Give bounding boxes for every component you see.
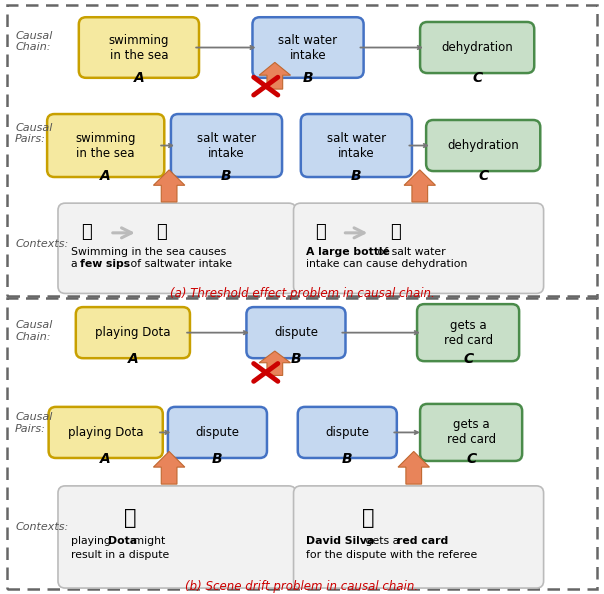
Text: C: C — [472, 71, 482, 86]
Text: ⚽: ⚽ — [362, 508, 374, 528]
Text: Causal
Pairs:: Causal Pairs: — [15, 412, 53, 434]
Text: salt water
intake: salt water intake — [197, 131, 256, 160]
Text: for the dispute with the referee: for the dispute with the referee — [306, 551, 478, 560]
Text: salt water
intake: salt water intake — [278, 33, 338, 62]
FancyBboxPatch shape — [294, 203, 544, 293]
Text: playing Dota: playing Dota — [95, 326, 170, 339]
FancyBboxPatch shape — [47, 114, 164, 177]
Text: dispute: dispute — [196, 426, 239, 439]
Polygon shape — [259, 62, 291, 89]
Text: Dota: Dota — [108, 536, 137, 545]
FancyBboxPatch shape — [252, 17, 364, 78]
Polygon shape — [153, 170, 185, 202]
Text: B: B — [351, 169, 362, 183]
Text: C: C — [466, 451, 476, 466]
Polygon shape — [404, 170, 435, 202]
Text: Contexts:: Contexts: — [15, 239, 68, 248]
Text: Causal
Pairs:: Causal Pairs: — [15, 123, 53, 144]
Text: dehydration: dehydration — [442, 41, 513, 54]
Text: A: A — [127, 352, 138, 366]
Text: David Silva: David Silva — [306, 536, 374, 545]
Polygon shape — [259, 351, 291, 375]
Text: (a) Threshold effect problem in causal chain.: (a) Threshold effect problem in causal c… — [170, 287, 434, 300]
Text: dispute: dispute — [326, 426, 369, 439]
Text: gets a: gets a — [362, 536, 402, 545]
FancyBboxPatch shape — [76, 307, 190, 358]
Text: B: B — [342, 451, 353, 466]
Text: C: C — [478, 169, 488, 183]
Text: a: a — [71, 260, 82, 269]
Text: might: might — [130, 536, 165, 545]
Text: A: A — [100, 169, 111, 183]
Text: salt water
intake: salt water intake — [327, 131, 386, 160]
FancyBboxPatch shape — [420, 22, 535, 73]
Text: 🎮: 🎮 — [124, 508, 136, 528]
Text: Contexts:: Contexts: — [15, 523, 68, 532]
Text: B: B — [212, 451, 223, 466]
Text: B: B — [303, 71, 313, 86]
Text: 🏊: 🏊 — [81, 223, 92, 241]
FancyBboxPatch shape — [58, 486, 296, 588]
FancyBboxPatch shape — [168, 407, 267, 458]
Text: 💦: 💦 — [315, 223, 326, 241]
Polygon shape — [153, 451, 185, 484]
Text: Causal
Chain:: Causal Chain: — [15, 31, 53, 52]
Text: swimming
in the sea: swimming in the sea — [109, 33, 169, 62]
FancyBboxPatch shape — [246, 307, 345, 358]
FancyBboxPatch shape — [171, 114, 282, 177]
Text: 🤢: 🤢 — [390, 223, 401, 241]
Text: B: B — [221, 169, 232, 183]
FancyBboxPatch shape — [301, 114, 412, 177]
Text: swimming
in the sea: swimming in the sea — [76, 131, 136, 160]
Text: gets a
red card: gets a red card — [446, 418, 496, 447]
Text: red card: red card — [397, 536, 448, 545]
FancyBboxPatch shape — [79, 17, 199, 78]
Text: dehydration: dehydration — [448, 139, 519, 152]
FancyBboxPatch shape — [426, 120, 541, 171]
Text: C: C — [463, 352, 473, 366]
Text: dispute: dispute — [274, 326, 318, 339]
Text: playing Dota: playing Dota — [68, 426, 144, 439]
Text: Swimming in the sea causes: Swimming in the sea causes — [71, 248, 230, 257]
FancyBboxPatch shape — [417, 304, 519, 361]
Text: B: B — [291, 352, 301, 366]
Text: playing: playing — [71, 536, 115, 545]
Polygon shape — [398, 451, 429, 484]
FancyBboxPatch shape — [420, 404, 522, 461]
Text: of salt water: of salt water — [374, 248, 446, 257]
Text: A: A — [133, 71, 144, 86]
Text: few sips: few sips — [80, 260, 130, 269]
Text: A large bottle: A large bottle — [306, 248, 390, 257]
FancyBboxPatch shape — [298, 407, 397, 458]
Text: intake can cause dehydration: intake can cause dehydration — [306, 260, 467, 269]
Text: result in a dispute: result in a dispute — [71, 551, 170, 560]
Text: 💧: 💧 — [156, 223, 167, 241]
FancyBboxPatch shape — [48, 407, 162, 458]
Text: (b) Scene drift problem in causal chain.: (b) Scene drift problem in causal chain. — [185, 580, 419, 593]
FancyBboxPatch shape — [58, 203, 296, 293]
Text: gets a
red card: gets a red card — [443, 318, 493, 347]
Text: of saltwater intake: of saltwater intake — [127, 260, 232, 269]
Text: Causal
Chain:: Causal Chain: — [15, 320, 53, 342]
FancyBboxPatch shape — [294, 486, 544, 588]
Text: A: A — [100, 451, 111, 466]
